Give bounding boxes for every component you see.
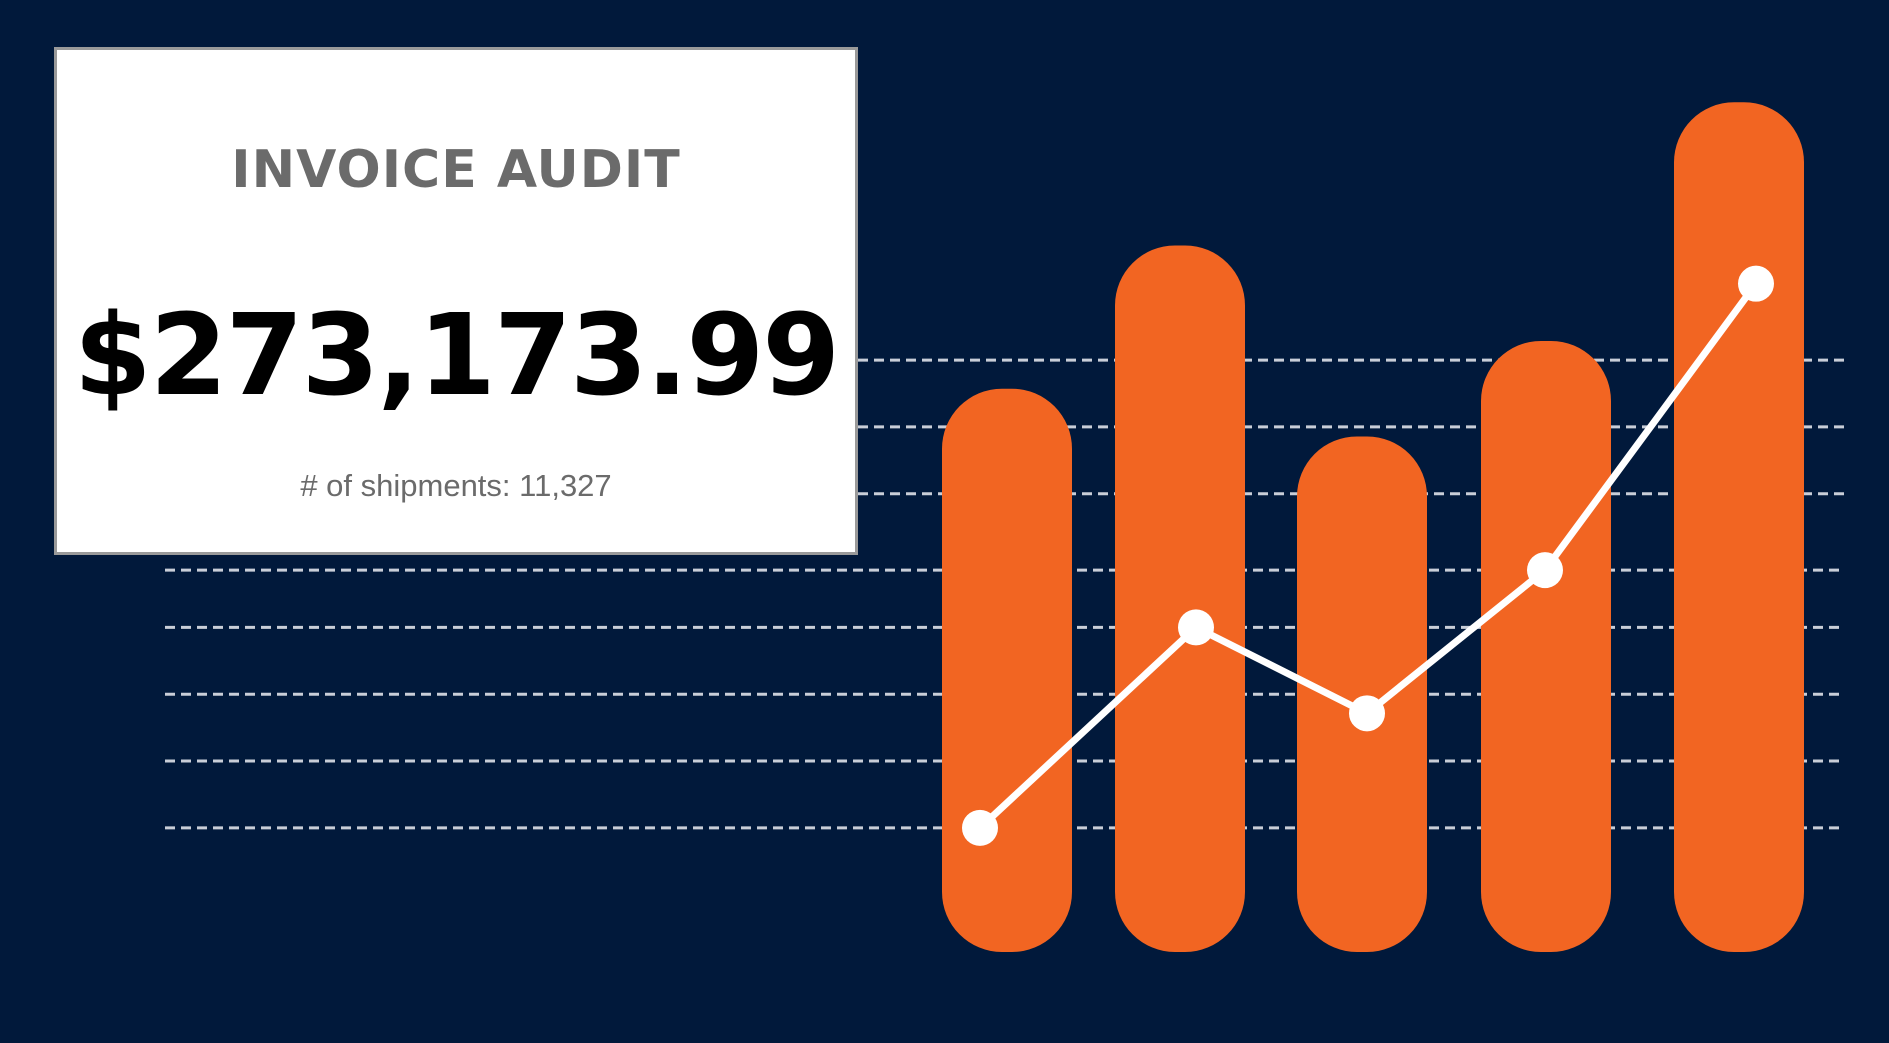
line-point-2 [1178, 609, 1214, 646]
line-series [962, 265, 1774, 846]
line-point-5 [1738, 265, 1774, 302]
bars [942, 102, 1804, 953]
line-point-4 [1527, 552, 1563, 589]
bar-5 [1674, 102, 1804, 953]
bar-4 [1481, 340, 1611, 953]
invoice-amount: $273,173.99 [73, 291, 840, 421]
bar-3 [1297, 436, 1427, 952]
line-point-3 [1349, 695, 1385, 732]
card-title: INVOICE AUDIT [231, 140, 681, 200]
invoice-audit-card: INVOICE AUDIT $273,173.99 # of shipments… [54, 47, 858, 555]
shipments-count: # of shipments: 11,327 [300, 468, 612, 503]
bar-1 [942, 388, 1072, 952]
line-point-1 [962, 809, 998, 846]
bar-2 [1115, 245, 1245, 952]
